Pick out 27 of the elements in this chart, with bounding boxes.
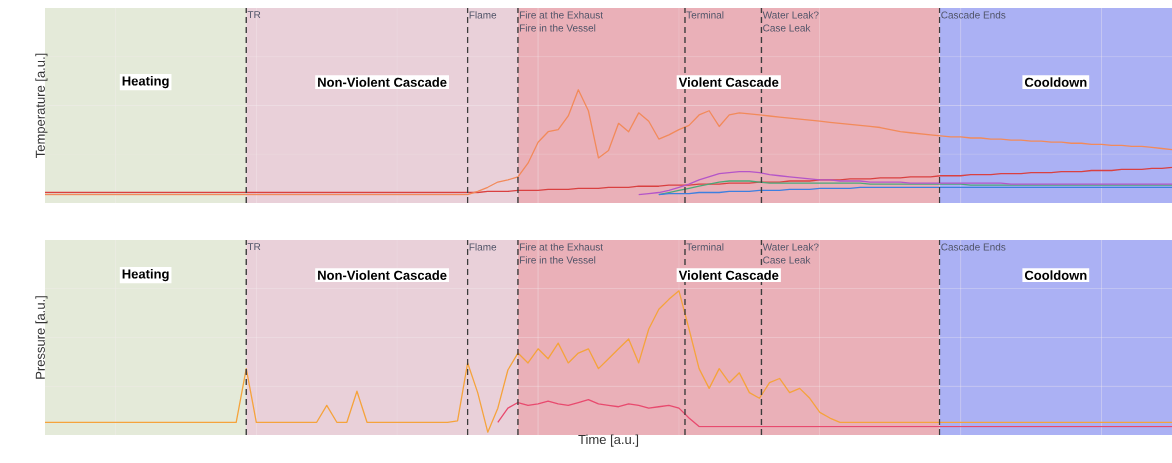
text: Water Leak? [762, 11, 819, 19]
text: Violent Cascade [678, 270, 779, 280]
text: Violent Cascade [678, 77, 779, 87]
x-axis-title: Time [a.u.] [578, 434, 639, 447]
text: Case Leak [763, 24, 811, 32]
text: Heating [122, 269, 169, 282]
text: Flame [469, 243, 497, 251]
text: Fire at the Exhaust [519, 11, 603, 19]
text: Fire at the Exhaust [519, 243, 603, 251]
text: Cascade Ends [941, 243, 1006, 251]
text: TR [247, 11, 261, 19]
text: Heating [122, 76, 169, 89]
text: Terminal [686, 243, 724, 251]
text: Cascade Ends [941, 11, 1006, 19]
text: Non-Violent Cascade [318, 77, 447, 87]
text: Non-Violent Cascade [318, 270, 447, 280]
text: Water Leak? [762, 243, 819, 251]
text: Cooldown [1024, 77, 1087, 87]
text: Case Leak [763, 256, 811, 264]
y-axis-title: Pressure [a.u.] [35, 296, 48, 379]
text: Fire in the Vessel [519, 24, 596, 32]
text: Cooldown [1024, 270, 1087, 280]
text: Terminal [686, 11, 724, 19]
text: Fire in the Vessel [519, 256, 596, 264]
text: TR [247, 243, 261, 251]
text: Flame [469, 11, 497, 19]
y-axis-title: Temperature [a.u.] [35, 53, 48, 158]
